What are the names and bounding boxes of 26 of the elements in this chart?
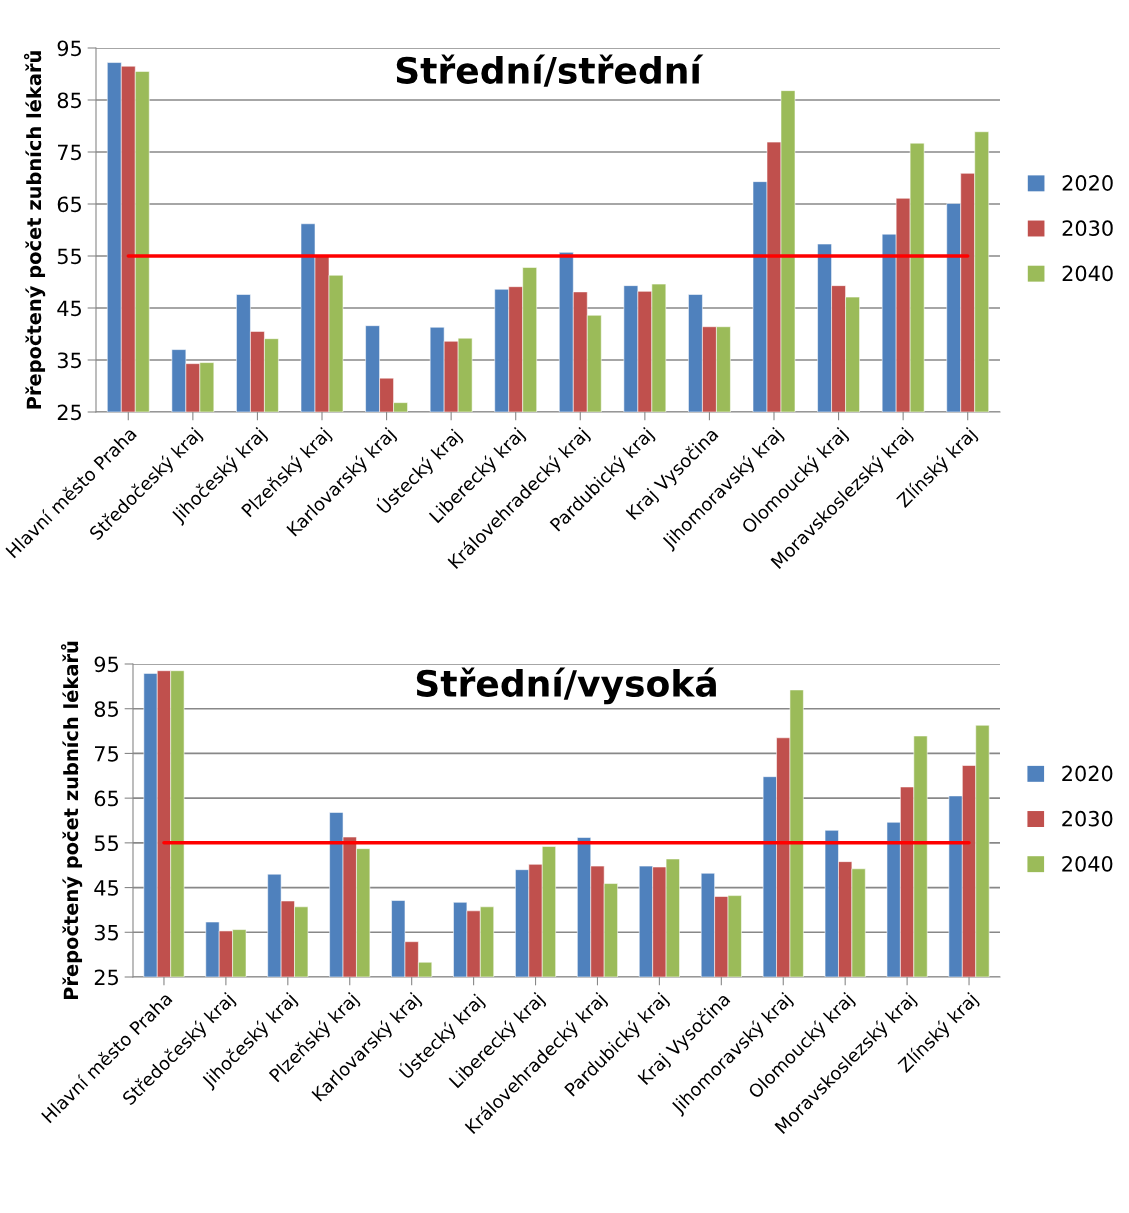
y-tick-label: 35 (57, 352, 81, 369)
y-tick-label: 25 (94, 969, 118, 986)
y-tick-label: 95 (57, 40, 81, 57)
y-tick-label: 35 (94, 924, 118, 941)
legend-label: 2030 (1062, 810, 1113, 827)
y-tick-label: 85 (94, 701, 118, 717)
y-tick-label: 65 (57, 196, 81, 213)
y-tick-label: 65 (94, 790, 118, 807)
legend-label: 2020 (1062, 765, 1113, 782)
legend-label: 2040 (1062, 855, 1113, 872)
legend-label: 2020 (1062, 175, 1113, 191)
y-tick-label: 25 (57, 404, 81, 421)
y-tick-label: 45 (94, 880, 118, 896)
legend-label: 2030 (1062, 220, 1113, 237)
chart-title: Střední/střední (396, 54, 704, 87)
y-tick-label: 75 (58, 144, 81, 161)
y-tick-label: 75 (95, 746, 118, 762)
chart-title: Střední/vysoká (416, 667, 716, 705)
y-tick-label: 95 (94, 656, 118, 673)
y-tick-label: 85 (57, 92, 81, 109)
y-axis-title: Přepočtený počet zubních lékařů (23, 51, 46, 409)
y-tick-label: 55 (94, 835, 118, 852)
y-axis-title: Přepočtený počet zubních lékařů (60, 641, 83, 1000)
y-tick-label: 45 (57, 300, 81, 317)
legend-label: 2040 (1062, 265, 1113, 282)
y-tick-label: 55 (57, 248, 81, 265)
